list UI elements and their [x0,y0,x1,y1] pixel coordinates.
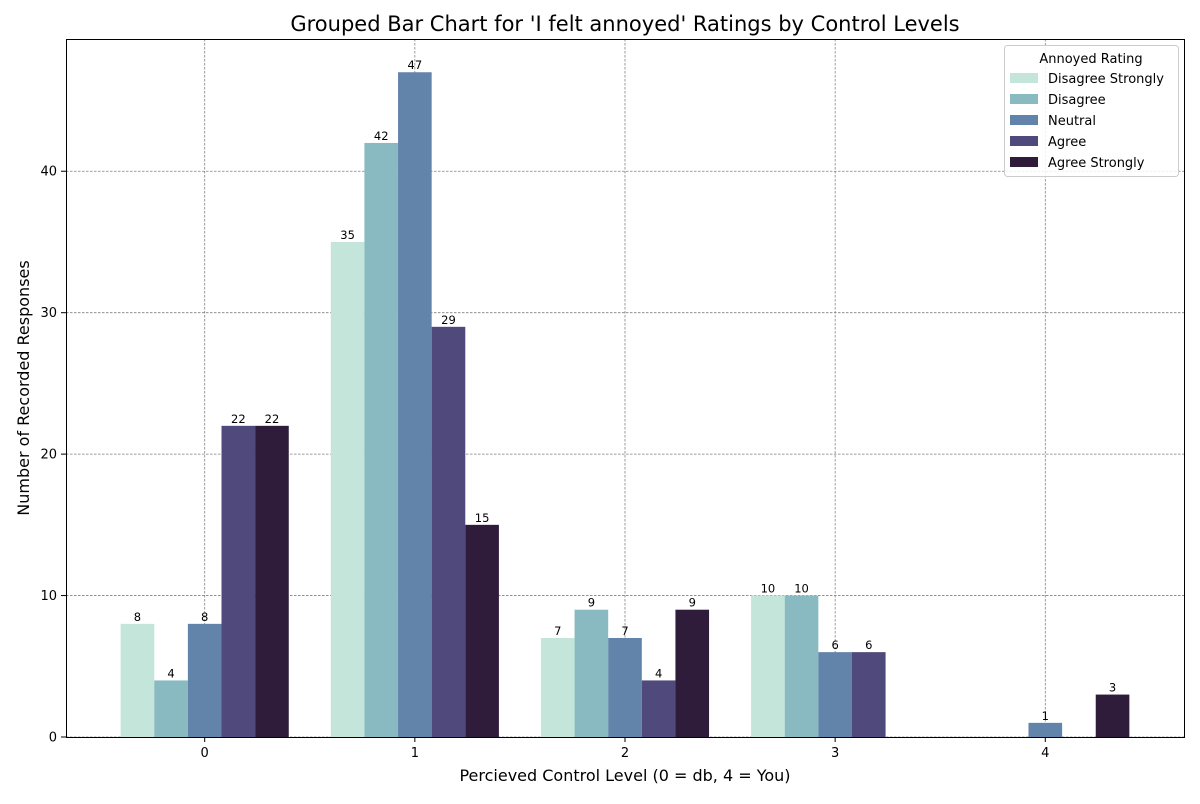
bar-value-label: 9 [588,596,595,610]
y-axis-ticks: 0 10 20 30 40 [40,165,66,746]
bar-value-label: 42 [374,129,389,143]
bar [221,425,256,737]
x-tick-label: 0 [201,746,209,761]
legend-entry: Disagree Strongly [1048,72,1164,87]
bar [784,595,819,737]
y-tick-label: 30 [40,306,57,321]
legend: Annoyed Rating Disagree Strongly Disagree… [1004,45,1179,177]
bar [574,609,609,737]
bar [120,623,155,737]
bar [818,652,852,737]
bar [641,680,676,737]
bar-value-label: 9 [689,596,696,610]
bar-value-label: 8 [201,610,208,624]
legend-swatch [1010,94,1038,104]
bar-value-label: 10 [794,582,809,596]
bar [330,241,365,737]
bar-value-label: 8 [134,610,141,624]
legend-entry: Agree Strongly [1048,156,1145,171]
legend-swatch [1010,73,1038,83]
bar-value-label: 15 [475,511,490,525]
y-tick-label: 40 [40,165,57,180]
bar-value-label: 47 [408,58,423,72]
bar [608,637,642,737]
legend-swatch [1010,115,1038,125]
x-tick-label: 4 [1041,746,1049,761]
x-tick-label: 3 [831,746,839,761]
bar [187,623,222,737]
y-tick-label: 20 [40,448,57,463]
legend-entry: Disagree [1048,93,1106,108]
bars [120,72,1130,737]
bar-value-label: 4 [167,666,174,680]
bar [465,524,499,737]
bar-value-label: 7 [554,624,561,638]
bar [398,72,432,737]
chart-title: Grouped Bar Chart for 'I felt annoyed' R… [290,12,959,36]
bar-value-label: 7 [621,624,628,638]
legend-swatch [1010,136,1038,146]
legend-entry: Agree [1048,135,1086,150]
bar [154,680,188,737]
legend-title: Annoyed Rating [1039,52,1142,67]
bar-value-label: 10 [761,582,776,596]
y-tick-label: 0 [49,731,57,746]
bar [364,142,399,737]
bar-value-label: 29 [441,313,456,327]
legend-entry: Neutral [1048,114,1096,129]
bar [1028,722,1063,737]
bar-value-label: 35 [340,228,355,242]
bar [255,425,289,737]
bar-value-label: 22 [231,412,246,426]
x-tick-label: 1 [411,746,419,761]
y-axis-label: Number of Recorded Responses [14,260,33,515]
x-axis-label: Percieved Control Level (0 = db, 4 = You… [459,766,790,785]
bar-value-label: 6 [831,638,838,652]
bar [540,637,575,737]
bar-value-label: 6 [865,638,872,652]
x-axis-ticks: 0 1 2 3 4 [201,737,1049,761]
bar [1095,694,1130,737]
y-tick-label: 10 [40,589,57,604]
legend-swatch [1010,157,1038,167]
bar-value-label: 22 [265,412,280,426]
bar-value-label: 3 [1109,681,1116,695]
bar [851,652,886,737]
x-tick-label: 2 [621,746,629,761]
bar-value-label: 1 [1042,709,1049,723]
bar-value-label: 4 [655,666,662,680]
legend-box [1004,45,1179,177]
bar [751,595,785,737]
bar [431,326,466,737]
bar-labels: 8 35 7 10 4 42 9 10 8 47 7 6 1 22 29 4 6 22 15 9 3 [134,58,1116,723]
bar [675,609,710,737]
